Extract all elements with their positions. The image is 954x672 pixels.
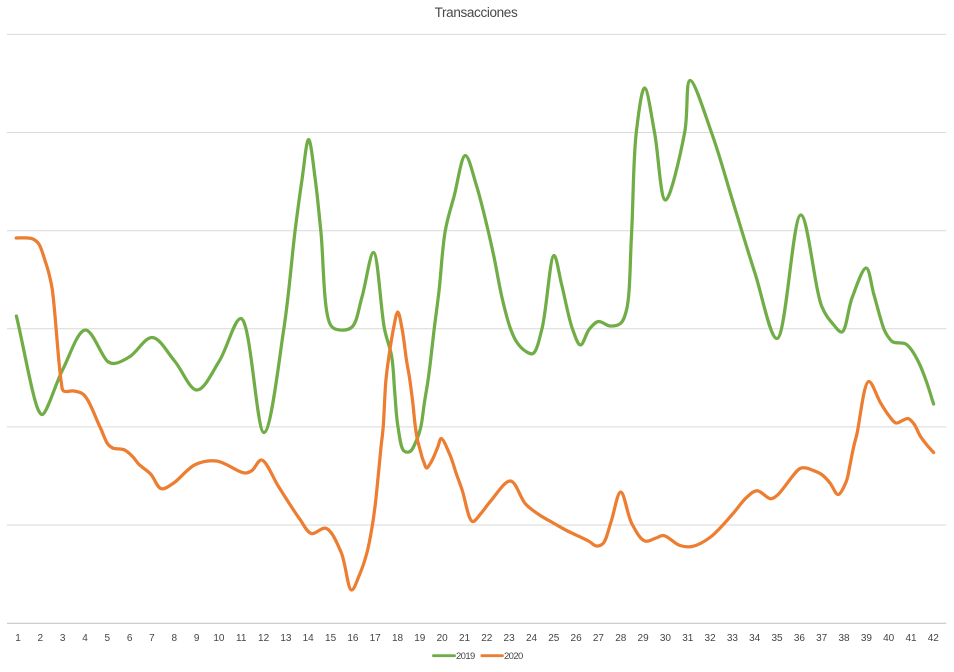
svg-text:2020: 2020: [504, 651, 523, 662]
svg-text:2019: 2019: [456, 651, 475, 662]
svg-text:36: 36: [794, 633, 806, 644]
svg-text:4: 4: [82, 633, 88, 644]
svg-text:31: 31: [682, 633, 694, 644]
svg-text:8: 8: [172, 633, 178, 644]
svg-text:19: 19: [414, 633, 426, 644]
svg-text:27: 27: [593, 633, 605, 644]
svg-text:20: 20: [437, 633, 449, 644]
svg-text:24: 24: [526, 633, 538, 644]
svg-text:3: 3: [60, 633, 66, 644]
svg-text:5: 5: [105, 633, 111, 644]
svg-text:10: 10: [213, 633, 225, 644]
svg-text:41: 41: [905, 633, 917, 644]
svg-text:6: 6: [127, 633, 133, 644]
svg-text:15: 15: [325, 633, 337, 644]
svg-text:33: 33: [727, 633, 739, 644]
svg-text:29: 29: [638, 633, 650, 644]
svg-text:23: 23: [504, 633, 516, 644]
svg-text:42: 42: [928, 633, 940, 644]
svg-text:37: 37: [816, 633, 828, 644]
svg-text:9: 9: [194, 633, 200, 644]
svg-text:Transacciones: Transacciones: [435, 5, 518, 20]
svg-text:22: 22: [481, 633, 493, 644]
svg-text:39: 39: [861, 633, 873, 644]
svg-text:18: 18: [392, 633, 404, 644]
svg-text:11: 11: [236, 633, 247, 644]
svg-text:7: 7: [149, 633, 155, 644]
svg-text:12: 12: [258, 633, 270, 644]
svg-text:28: 28: [615, 633, 627, 644]
svg-text:14: 14: [303, 633, 315, 644]
svg-text:21: 21: [459, 633, 471, 644]
svg-text:38: 38: [838, 633, 850, 644]
svg-text:30: 30: [660, 633, 672, 644]
svg-text:13: 13: [280, 633, 292, 644]
svg-text:17: 17: [370, 633, 382, 644]
svg-text:1: 1: [15, 633, 21, 644]
svg-text:25: 25: [548, 633, 560, 644]
svg-text:34: 34: [749, 633, 761, 644]
svg-text:32: 32: [705, 633, 717, 644]
svg-text:26: 26: [571, 633, 583, 644]
svg-text:16: 16: [347, 633, 359, 644]
svg-text:35: 35: [771, 633, 783, 644]
svg-text:2: 2: [38, 633, 44, 644]
svg-text:40: 40: [883, 633, 895, 644]
